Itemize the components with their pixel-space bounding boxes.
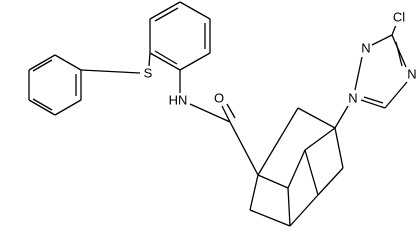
atom-label: O bbox=[214, 90, 224, 105]
structure-diagram: Cl N N N S HN O bbox=[28, 1, 417, 227]
bonds bbox=[28, 1, 408, 227]
label-bg bbox=[390, 10, 408, 26]
atom-label: HN bbox=[169, 92, 188, 107]
atom-label: S bbox=[144, 65, 153, 80]
atom-label: N bbox=[361, 40, 370, 55]
atom-label: N bbox=[348, 90, 357, 105]
atom-label: N bbox=[407, 66, 416, 81]
atom-label: Cl bbox=[393, 9, 405, 24]
